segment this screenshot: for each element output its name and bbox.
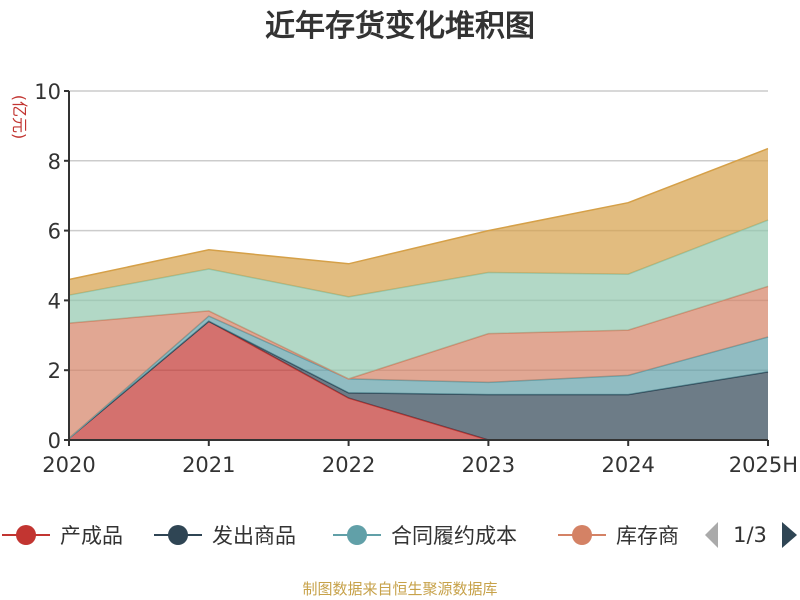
legend-item[interactable]: 发出商品 [154,524,296,548]
chart-title: 近年存货变化堆积图 [265,9,535,44]
x-tick-label: 2024 [601,453,654,477]
y-tick-label: 8 [48,150,61,174]
x-tick-label: 2022 [322,453,375,477]
legend-item[interactable]: 库存商 [558,524,679,548]
legend-pager: 1/3 [705,522,797,548]
x-tick-labels: 2020 2021 2022 2023 2024 2025H [42,453,798,477]
area-series-5 [69,220,768,379]
area-series-6 [69,148,768,297]
legend-label: 产成品 [60,524,123,548]
y-tick-labels: 0 2 4 6 8 10 [34,80,61,453]
y-tick-label: 6 [48,220,61,244]
legend-marker [347,525,367,545]
y-tick-label: 2 [48,359,61,383]
area-series-2 [69,321,768,440]
area-series-3 [69,316,768,439]
legend: 产成品 发出商品 合同履约成本 库存商 [2,524,679,548]
y-axis-unit: (亿元) [10,95,29,140]
legend-item[interactable]: 合同履约成本 [333,524,517,548]
legend-label: 合同履约成本 [391,524,517,548]
legend-marker [572,525,592,545]
area-series-layer [68,147,769,441]
area-series-1 [69,321,768,440]
legend-next-page-icon[interactable] [782,522,797,548]
y-tick-label: 0 [48,429,61,453]
legend-item[interactable]: 产成品 [2,524,123,548]
x-tick-label: 2025H [729,453,798,477]
x-tick-label: 2021 [182,453,235,477]
y-tick-label: 4 [48,289,61,313]
area-series-4 [69,286,768,439]
x-tick-label: 2020 [42,453,95,477]
legend-prev-page-icon[interactable] [705,522,718,548]
data-source-note: 制图数据来自恒生聚源数据库 [302,580,497,598]
legend-page-indicator: 1/3 [733,523,767,547]
axes [64,90,769,446]
x-tick-label: 2023 [462,453,515,477]
y-tick-label: 10 [34,80,61,104]
legend-marker [16,525,36,545]
legend-label: 库存商 [616,524,679,548]
legend-marker [168,525,188,545]
series-line-6 [68,147,769,281]
legend-label: 发出商品 [212,524,296,548]
